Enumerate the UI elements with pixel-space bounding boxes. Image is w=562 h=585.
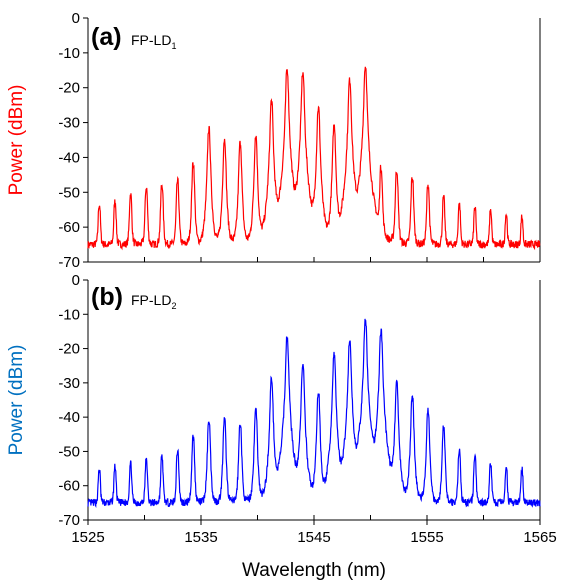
panel-b-device-label: FP-LD2	[131, 292, 176, 311]
panel-b-y-tick-label: -70	[58, 512, 80, 529]
x-axis-label: Wavelength (nm)	[242, 560, 386, 581]
panel-a-y-tick-label: -20	[58, 80, 80, 97]
panel-a-y-tick-label: 0	[72, 10, 80, 27]
panel-b-y-tick-label: -10	[58, 306, 80, 323]
panel-b-y-tick-label: -20	[58, 341, 80, 358]
panel-b-y-tick-label: -50	[58, 443, 80, 460]
panel-b-x-tick-label: 1525	[71, 529, 104, 546]
panel-b-x-tick-label: 1545	[297, 529, 330, 546]
panel-b-y-tick-label: -60	[58, 478, 80, 495]
panel-a-y-tick-label: -50	[58, 184, 80, 201]
panel-b-x-ticks: 1525 1535 1545 1555 1565	[71, 515, 557, 546]
panel-b-spectrum-line	[87, 318, 541, 509]
panel-b-x-tick-label: 1565	[523, 529, 556, 546]
panel-a-x-ticks	[87, 257, 541, 262]
panel-a-ylabel: Power (dBm)	[6, 85, 27, 196]
panel-b-y-ticks: 0 -10 -20 -30 -40 -50 -60 -70	[58, 272, 88, 529]
panel-b-device-name: FP-LD	[131, 292, 171, 308]
panel-a-device-label: FP-LD1	[131, 32, 176, 51]
panel-a-y-tick-label: -60	[58, 219, 80, 236]
panel-b-y-tick-label: -30	[58, 375, 80, 392]
panel-a-device-name: FP-LD	[131, 32, 171, 48]
panel-a-label: (a)	[91, 23, 122, 51]
panel-a-chart: 0 -10 -20 -30 -40 -50 -60 -70 Power (dBm) (a) F…	[6, 10, 541, 271]
panel-b-label: (b)	[91, 283, 123, 311]
panel-b-x-tick-label: 1535	[184, 529, 217, 546]
panel-a-device-sub: 1	[171, 41, 176, 51]
panel-b-x-tick-label: 1555	[410, 529, 443, 546]
panel-b-ylabel: Power (dBm)	[6, 345, 27, 456]
panel-b-y-tick-label: -40	[58, 409, 80, 426]
panel-a-y-tick-label: -70	[58, 254, 80, 271]
panel-b-device-sub: 2	[171, 301, 176, 311]
panel-b-chart: 0-10-20-30-40-50-60-70 1525 1535 1545 1555 1…	[6, 272, 557, 581]
panel-b-y-tick-label: 0	[72, 272, 80, 289]
panel-a-y-ticks: 0 -10 -20 -30 -40 -50 -60 -70	[58, 10, 88, 271]
panel-a-y-tick-label: -40	[58, 149, 80, 166]
panel-a-y-tick-label: -10	[58, 45, 80, 62]
panel-a-y-tick-label: -30	[58, 115, 80, 132]
panel-a-spectrum-line	[87, 66, 541, 251]
